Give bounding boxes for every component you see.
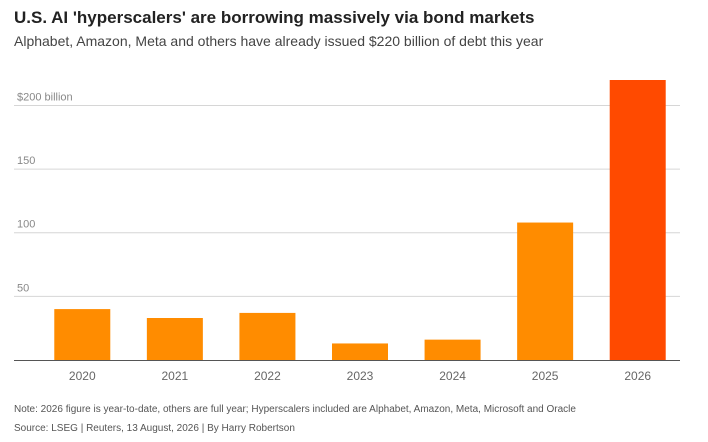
x-tick-label-2026: 2026 xyxy=(624,369,651,383)
chart-source: Source: LSEG | Reuters, 13 August, 2026 … xyxy=(14,423,295,434)
bar-2025 xyxy=(517,222,574,360)
bar-2020 xyxy=(54,309,111,360)
y-tick-label: 150 xyxy=(17,155,35,167)
bar-2026 xyxy=(609,80,666,360)
x-tick-label-2025: 2025 xyxy=(532,369,559,383)
x-tick-label-2020: 2020 xyxy=(69,369,96,383)
bars xyxy=(54,80,666,360)
x-tick-labels: 2020 2021 2022 2023 2024 2025 2026 xyxy=(69,369,651,383)
y-tick-label: 100 xyxy=(17,219,35,231)
x-tick-label-2022: 2022 xyxy=(254,369,281,383)
gridlines: $200 billion 150 100 50 xyxy=(14,91,680,297)
x-tick-label-2023: 2023 xyxy=(347,369,374,383)
x-tick-label-2024: 2024 xyxy=(439,369,466,383)
chart-subtitle: Alphabet, Amazon, Meta and others have a… xyxy=(14,33,544,49)
bar-2022 xyxy=(239,312,296,360)
bar-2021 xyxy=(146,318,203,360)
y-tick-label: $200 billion xyxy=(17,91,73,103)
x-tick-label-2021: 2021 xyxy=(162,369,189,383)
bar-2023 xyxy=(332,343,388,360)
y-tick-label: 50 xyxy=(17,282,29,294)
chart-title: U.S. AI 'hyperscalers' are borrowing mas… xyxy=(14,8,535,27)
bar-2024 xyxy=(424,339,481,360)
chart-note: Note: 2026 figure is year-to-date, other… xyxy=(14,404,576,415)
